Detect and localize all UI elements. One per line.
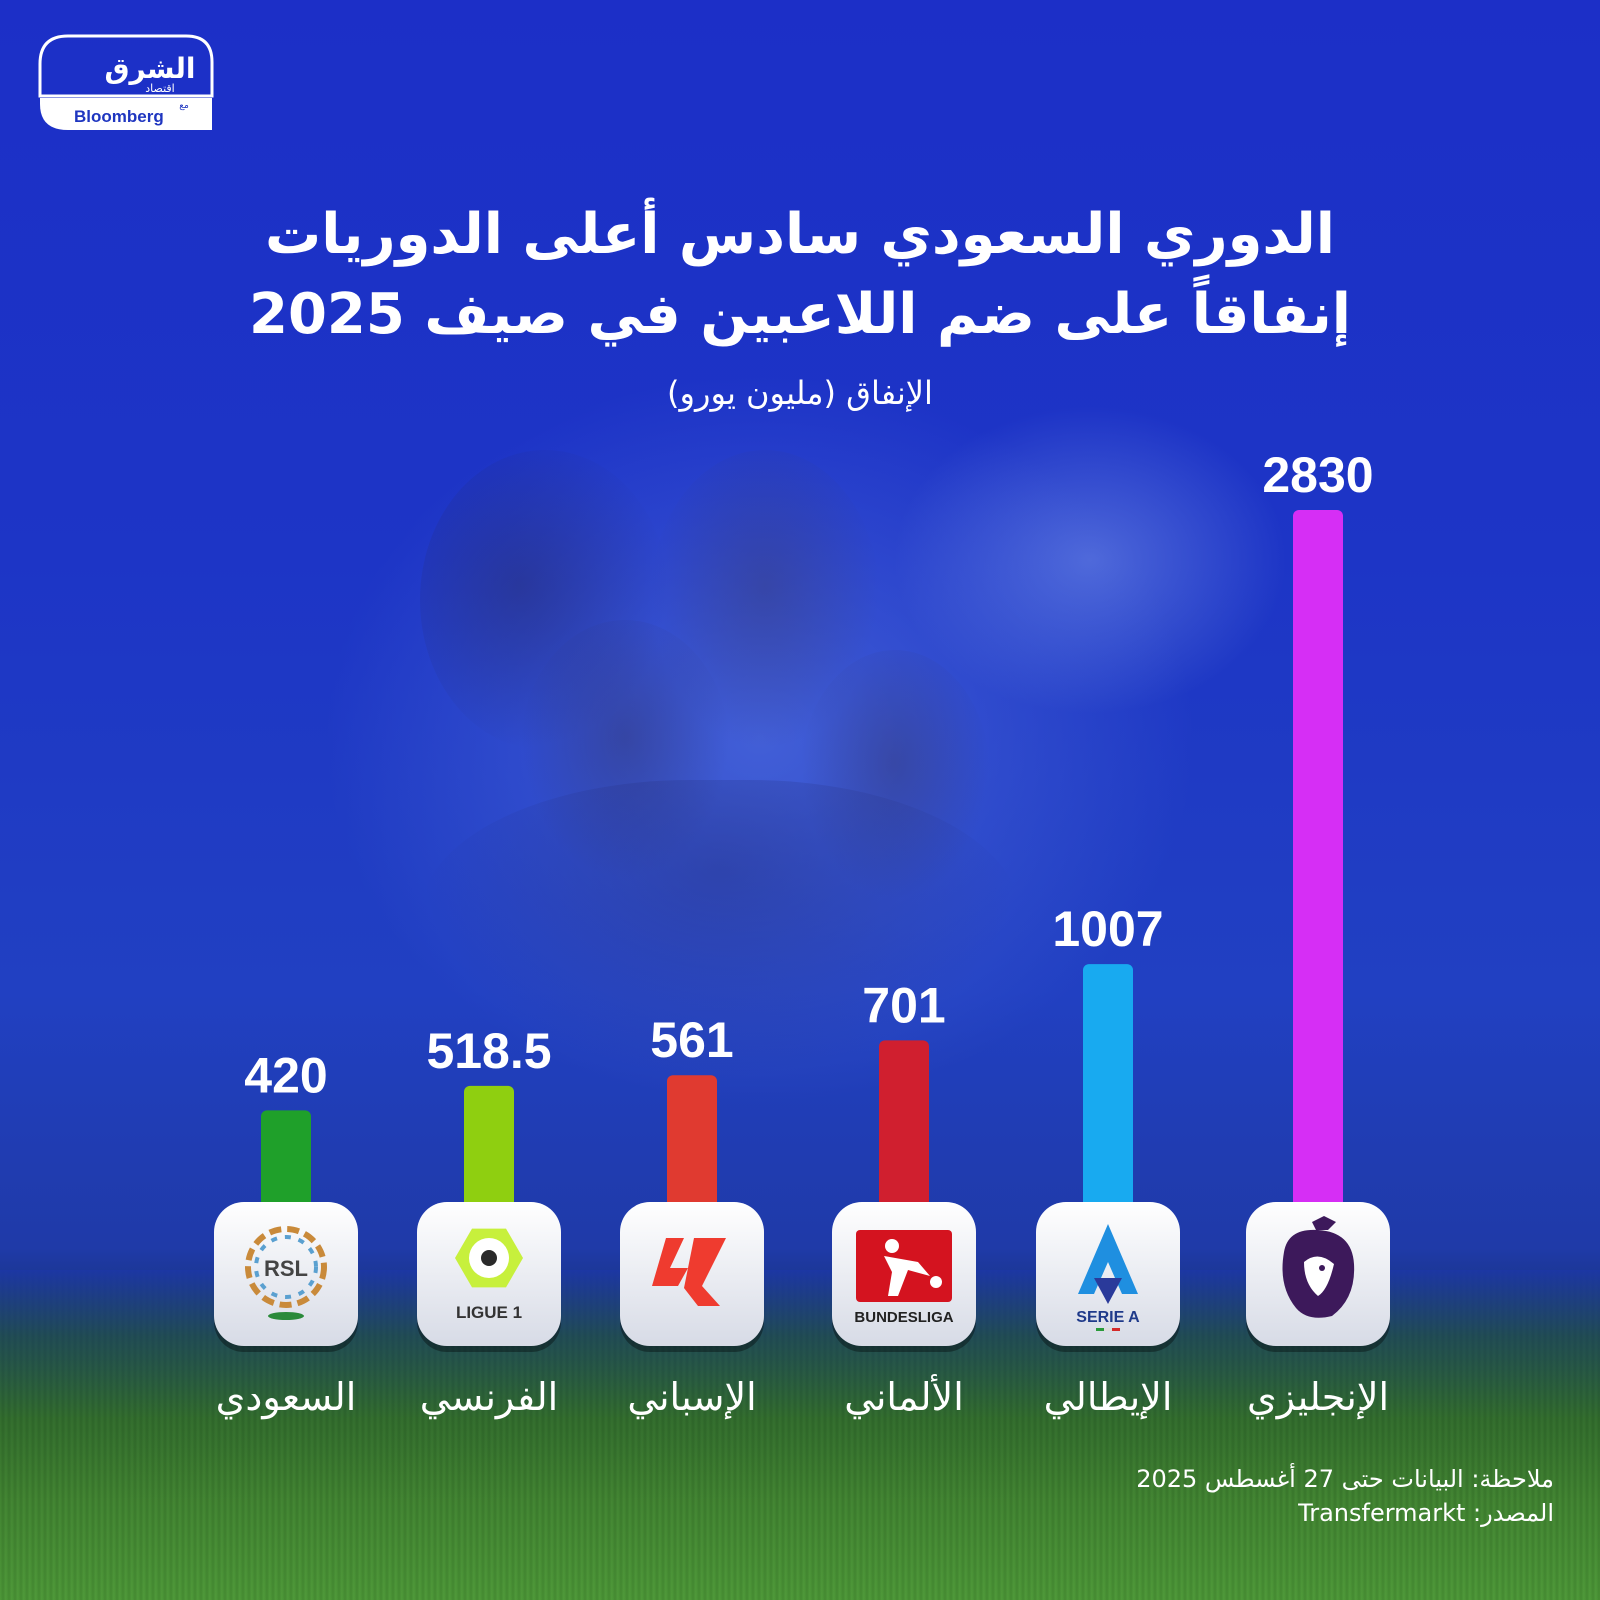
bar-value-label: 420 (244, 1047, 327, 1103)
bar-value-label: 701 (862, 977, 945, 1033)
category-label: السعودي (216, 1375, 357, 1420)
brand-name: الشرق (104, 52, 195, 85)
bundesliga-ball (930, 1276, 942, 1288)
bundesliga-player-body (884, 1256, 930, 1296)
rsl-logo-icon: RSL (245, 1226, 327, 1320)
title-line-2: إنفاقاً على ضم اللاعبين في صيف 2025 (249, 282, 1351, 347)
alsharq-bloomberg-logo: الشرق اقتصاد مع Bloomberg (38, 34, 214, 130)
serie-a-mark (1078, 1224, 1138, 1294)
serie-a-text: SERIE A (1076, 1309, 1140, 1326)
ligue1-logo-icon: LIGUE 1 (455, 1228, 523, 1322)
brand-partner: Bloomberg (74, 107, 164, 126)
laliga-mark-right (684, 1238, 726, 1306)
serie-a-flag-white (1104, 1328, 1112, 1331)
bar (879, 1040, 929, 1235)
category-label: الإنجليزي (1247, 1375, 1389, 1420)
category-label: الإسباني (627, 1375, 756, 1420)
laliga-logo-icon (652, 1238, 726, 1306)
serie-a-logo-icon: SERIE A (1076, 1224, 1140, 1331)
premier-league-logo-icon (1282, 1216, 1355, 1318)
bar-group: 518.5 LIGUE 1 الفرنسي (417, 1023, 561, 1420)
league-logo-tile (214, 1202, 358, 1346)
bundesliga-player-head (885, 1239, 899, 1253)
ligue1-dot (481, 1250, 497, 1266)
player-silhouette (800, 650, 990, 900)
bar (667, 1075, 717, 1235)
player-silhouette (650, 450, 880, 750)
league-logo-tile (1036, 1202, 1180, 1346)
serie-a-flag-green (1096, 1328, 1104, 1331)
bundesliga-text: BUNDESLIGA (854, 1309, 953, 1326)
ligue1-text: LIGUE 1 (456, 1303, 522, 1322)
bar (464, 1085, 514, 1235)
bar-value-label: 1007 (1052, 901, 1163, 957)
y-axis-unit-label: الإنفاق (مليون يورو) (667, 374, 933, 412)
pl-crown (1312, 1216, 1336, 1230)
brand-sub: اقتصاد (145, 82, 174, 95)
footnote: ملاحظة: البيانات حتى 27 أغسطس 2025 المصد… (854, 1462, 1554, 1530)
bar (1293, 510, 1343, 1235)
chart-title: الدوري السعودي سادس أعلى الدوريات إنفاقا… (100, 195, 1500, 355)
player-silhouette (520, 620, 730, 880)
bar-group: 420 RSL السعودي (214, 1047, 358, 1420)
bar-value-label: 518.5 (426, 1023, 551, 1079)
rsl-inner-ring (254, 1235, 318, 1299)
serie-a-mark-inner (1094, 1278, 1122, 1304)
category-label: الفرنسي (420, 1375, 558, 1420)
rsl-base (268, 1312, 304, 1320)
bar (1083, 964, 1133, 1235)
player-silhouette (420, 450, 670, 750)
bundesliga-logo-icon: BUNDESLIGA (854, 1230, 954, 1326)
bar-group: 1007 SERIE A الإيطالي (1036, 901, 1180, 1420)
bar-group: 561 الإسباني (620, 1012, 764, 1420)
category-label: الألماني (844, 1373, 964, 1419)
pl-lion-eye (1319, 1265, 1325, 1271)
data-note: ملاحظة: البيانات حتى 27 أغسطس 2025 (1136, 1465, 1554, 1493)
bar-value-label: 561 (650, 1012, 733, 1068)
player-silhouette (420, 780, 1020, 1080)
category-label: الإيطالي (1044, 1375, 1173, 1420)
laliga-mark-left (652, 1238, 688, 1286)
source-note: المصدر: Transfermarkt (1298, 1499, 1554, 1527)
bar-group: 2830 الإنجليزي (1246, 447, 1390, 1420)
rsl-text: RSL (264, 1256, 308, 1281)
pl-lion-face (1304, 1256, 1334, 1296)
bar-group: 701 BUNDESLIGA الألماني (832, 977, 976, 1419)
rsl-ring (245, 1226, 327, 1308)
bar-value-label: 2830 (1262, 447, 1373, 503)
title-line-1: الدوري السعودي سادس أعلى الدوريات (265, 202, 1335, 267)
serie-a-flag-red (1112, 1328, 1120, 1331)
brand-with: مع (179, 101, 189, 111)
